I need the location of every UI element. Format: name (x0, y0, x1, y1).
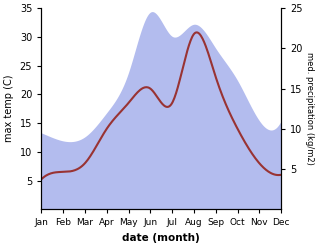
Y-axis label: max temp (C): max temp (C) (4, 75, 14, 143)
X-axis label: date (month): date (month) (122, 233, 200, 243)
Y-axis label: med. precipitation (kg/m2): med. precipitation (kg/m2) (305, 52, 314, 165)
